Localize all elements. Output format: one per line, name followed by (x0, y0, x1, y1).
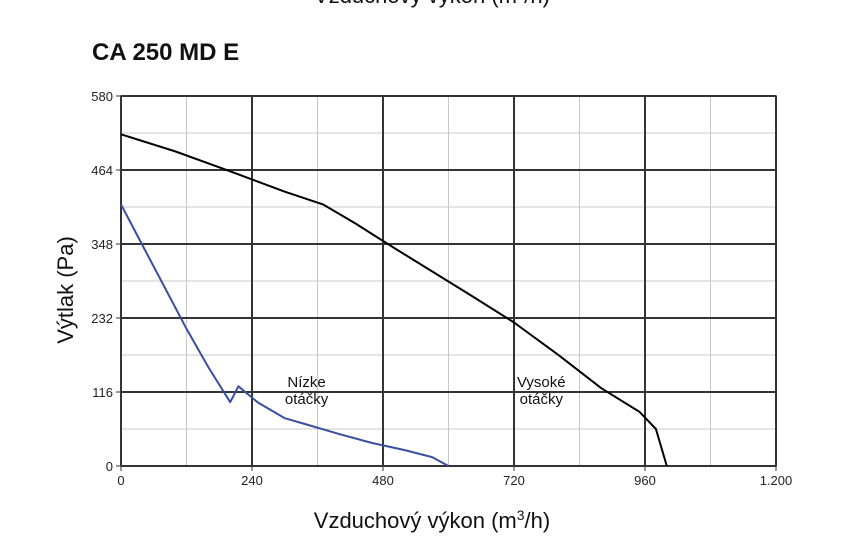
minor-gridlines (121, 96, 776, 466)
y-axis-ticks: 0 116 232 348 464 580 (91, 89, 121, 474)
annotation-line: otáčky (285, 391, 329, 408)
y-axis-label: Výtlak (Pa) (53, 236, 78, 344)
x-tick-label: 240 (241, 473, 263, 488)
major-gridlines (120, 95, 777, 467)
low-speed-label: Nízke otáčky (285, 374, 329, 408)
chart-title: CA 250 MD E (92, 39, 239, 66)
annotation-line: Nízke (287, 374, 325, 391)
x-axis-label-end: /h) (525, 508, 551, 533)
y-tick-label: 464 (91, 163, 113, 178)
low-speed-curve (120, 203, 449, 467)
high-speed-curve (120, 133, 668, 467)
y-tick-label: 116 (92, 385, 113, 400)
high-speed-label: Vysoké otáčky (517, 374, 566, 408)
x-tick-label: 1.200 (760, 473, 793, 488)
x-tick-label: 0 (117, 473, 124, 488)
x-axis-label-main: Vzduchový výkon (m (314, 508, 517, 533)
x-tick-label: 720 (503, 473, 525, 488)
x-axis-ticks: 0 240 480 720 960 1.200 (117, 466, 792, 488)
top-cut-axis-text: Vzduchový výkon (m³/h) (314, 0, 550, 8)
annotation-line: Vysoké (517, 374, 566, 391)
y-tick-label: 0 (106, 459, 113, 474)
y-tick-label: 348 (91, 237, 113, 252)
x-axis-label-superscript: 3 (517, 507, 525, 523)
y-tick-label: 580 (91, 89, 113, 104)
series-layer (120, 133, 668, 467)
x-tick-label: 480 (372, 473, 394, 488)
x-axis-label: Vzduchový výkon (m3/h) (314, 507, 550, 533)
y-tick-label: 232 (91, 311, 113, 326)
annotation-line: otáčky (520, 391, 564, 408)
x-tick-label: 960 (634, 473, 656, 488)
